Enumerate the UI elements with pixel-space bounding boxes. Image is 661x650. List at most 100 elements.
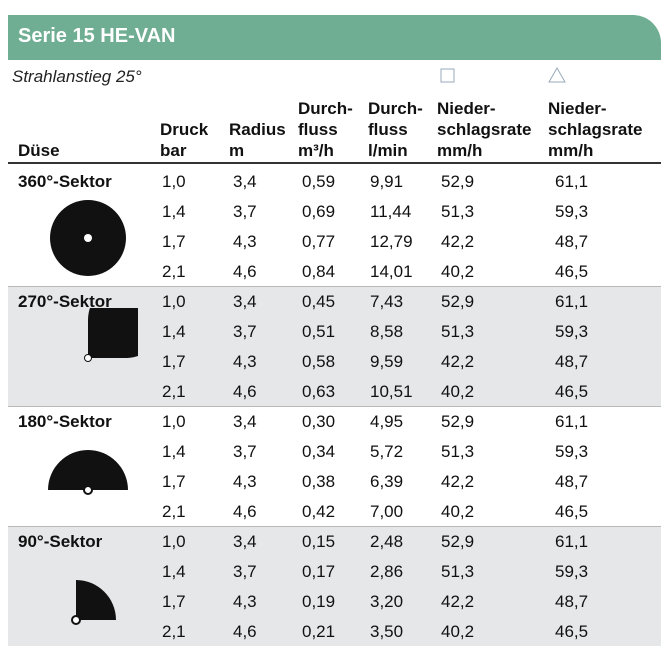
cell: 1,0 <box>162 172 186 191</box>
cell: 3,4 <box>233 292 257 311</box>
column-header: schlagsrate <box>437 120 532 139</box>
subtitle: Strahlanstieg 25° <box>12 67 142 86</box>
cell: 46,5 <box>555 502 589 521</box>
cell: 42,2 <box>441 592 475 611</box>
column-header: l/min <box>368 141 408 160</box>
cell: 3,50 <box>370 622 404 641</box>
cell: 1,4 <box>162 442 186 461</box>
cell: 2,1 <box>162 622 186 641</box>
cell: 0,34 <box>302 442 336 461</box>
title: Serie 15 HE-VAN <box>18 25 176 47</box>
cell: 1,7 <box>162 472 186 491</box>
cell: 3,20 <box>370 592 404 611</box>
cell: 48,7 <box>555 592 589 611</box>
cell: 0,77 <box>302 232 336 251</box>
cell: 4,6 <box>233 382 257 401</box>
cell: 46,5 <box>555 382 589 401</box>
cell: 2,1 <box>162 502 186 521</box>
cell: 3,4 <box>233 172 257 191</box>
cell: 42,2 <box>441 232 475 251</box>
cell: 2,48 <box>370 532 404 551</box>
header-rule <box>8 162 661 164</box>
title-bar <box>8 15 661 60</box>
sector-icon <box>48 450 128 495</box>
cell: 48,7 <box>555 232 589 251</box>
cell: 0,45 <box>302 292 336 311</box>
cell: 1,7 <box>162 592 186 611</box>
cell: 9,91 <box>370 172 404 191</box>
column-header: Druck <box>160 120 209 139</box>
cell: 51,3 <box>441 322 475 341</box>
cell: 61,1 <box>555 172 589 191</box>
cell: 40,2 <box>441 382 475 401</box>
cell: 0,15 <box>302 532 336 551</box>
cell: 59,3 <box>555 442 589 461</box>
group-rule <box>8 526 661 527</box>
column-header: Radius <box>229 120 286 139</box>
cell: 3,7 <box>233 322 257 341</box>
cell: 52,9 <box>441 412 475 431</box>
cell: 1,0 <box>162 292 186 311</box>
sector-label: 90°-Sektor <box>18 532 103 551</box>
cell: 42,2 <box>441 472 475 491</box>
square-icon <box>440 68 455 83</box>
cell: 3,7 <box>233 202 257 221</box>
cell: 0,21 <box>302 622 336 641</box>
cell: 12,79 <box>370 232 413 251</box>
column-header: fluss <box>368 120 408 139</box>
cell: 61,1 <box>555 532 589 551</box>
cell: 5,72 <box>370 442 404 461</box>
column-header: schlagsrate <box>548 120 643 139</box>
cell: 52,9 <box>441 172 475 191</box>
cell: 46,5 <box>555 622 589 641</box>
column-header: Nieder- <box>548 99 607 118</box>
cell: 1,0 <box>162 412 186 431</box>
cell: 40,2 <box>441 262 475 281</box>
cell: 1,7 <box>162 352 186 371</box>
cell: 7,43 <box>370 292 404 311</box>
cell: 10,51 <box>370 382 413 401</box>
cell: 0,30 <box>302 412 336 431</box>
cell: 3,4 <box>233 532 257 551</box>
cell: 0,19 <box>302 592 336 611</box>
column-header: Durch- <box>298 99 353 118</box>
cell: 46,5 <box>555 262 589 281</box>
group-band <box>8 526 661 646</box>
cell: 4,3 <box>233 472 257 491</box>
cell: 52,9 <box>441 532 475 551</box>
cell: 1,0 <box>162 532 186 551</box>
column-header: Durch- <box>368 99 423 118</box>
sector-icon <box>84 308 138 362</box>
cell: 0,58 <box>302 352 336 371</box>
cell: 11,44 <box>370 202 412 221</box>
sector-label: 360°-Sektor <box>18 172 112 191</box>
sector-icon <box>71 580 116 625</box>
cell: 0,84 <box>302 262 336 281</box>
cell: 1,4 <box>162 202 186 221</box>
cell: 51,3 <box>441 442 475 461</box>
cell: 3,7 <box>233 442 257 461</box>
column-header: mm/h <box>548 141 594 160</box>
cell: 9,59 <box>370 352 404 371</box>
cell: 4,6 <box>233 262 257 281</box>
cell: 4,6 <box>233 502 257 521</box>
cell: 1,7 <box>162 232 186 251</box>
cell: 4,3 <box>233 352 257 371</box>
cell: 4,95 <box>370 412 404 431</box>
column-header: Düse <box>18 141 60 160</box>
cell: 51,3 <box>441 202 475 221</box>
cell: 48,7 <box>555 352 589 371</box>
cell: 61,1 <box>555 412 589 431</box>
column-header: Nieder- <box>437 99 496 118</box>
cell: 52,9 <box>441 292 475 311</box>
group-rule <box>8 286 661 287</box>
cell: 2,1 <box>162 382 186 401</box>
cell: 0,59 <box>302 172 336 191</box>
cell: 4,3 <box>233 592 257 611</box>
cell: 4,6 <box>233 622 257 641</box>
cell: 6,39 <box>370 472 404 491</box>
column-header: m³/h <box>298 141 334 160</box>
cell: 1,4 <box>162 322 186 341</box>
cell: 0,38 <box>302 472 336 491</box>
